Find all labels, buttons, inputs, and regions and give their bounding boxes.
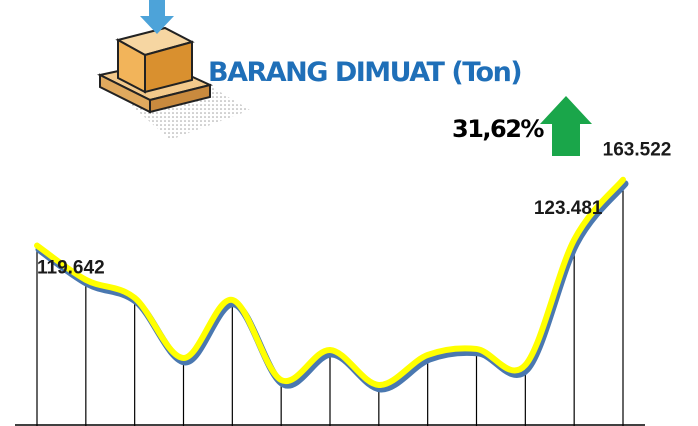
up-arrow: [540, 96, 592, 156]
value-label: 119.642: [37, 258, 105, 279]
change-label: 31,62%: [452, 115, 544, 143]
value-label: 123.481: [534, 198, 603, 219]
chart: BARANG DIMUAT (Ton) 31,62% 119.642 123.48…: [0, 0, 698, 426]
chart-title: BARANG DIMUAT (Ton): [208, 57, 521, 88]
value-label: 163.522: [603, 140, 672, 161]
